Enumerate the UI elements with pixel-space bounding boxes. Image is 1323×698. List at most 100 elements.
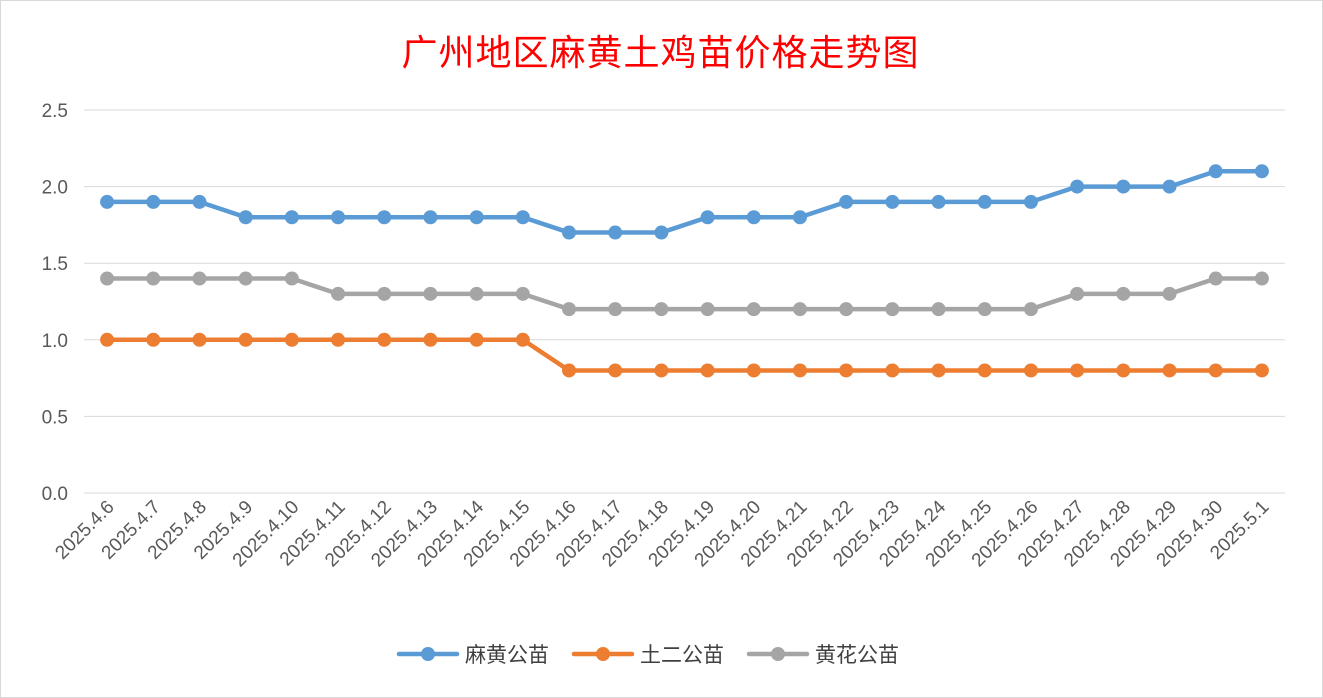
y-tick-label: 0.0: [42, 484, 68, 505]
data-point: [423, 332, 438, 347]
data-point: [238, 271, 253, 286]
y-tick-label: 1.5: [42, 254, 68, 275]
data-point: [839, 363, 854, 378]
data-point: [515, 286, 530, 301]
data-point: [885, 194, 900, 209]
legend-label: 黄花公苗: [815, 643, 899, 667]
data-point: [1162, 286, 1177, 301]
data-point: [100, 194, 115, 209]
data-point: [792, 302, 807, 317]
data-point: [146, 332, 161, 347]
data-point: [562, 225, 577, 240]
data-point: [1116, 363, 1131, 378]
data-point: [562, 302, 577, 317]
data-point: [839, 194, 854, 209]
data-point: [1254, 271, 1269, 286]
series-line: [104, 169, 1265, 235]
data-point: [654, 302, 669, 317]
legend-item: 土二公苗: [571, 643, 724, 667]
data-point: [469, 286, 484, 301]
data-point: [423, 286, 438, 301]
data-point: [654, 225, 669, 240]
data-point: [885, 363, 900, 378]
legend-swatch-marker: [771, 647, 785, 661]
legend: 麻黄公苗 土二公苗 黄花公苗: [396, 643, 899, 667]
data-point: [608, 302, 623, 317]
data-point: [423, 210, 438, 225]
data-point: [931, 302, 946, 317]
data-point: [100, 271, 115, 286]
data-point: [238, 332, 253, 347]
y-tick-label: 2.0: [42, 178, 68, 199]
data-point: [700, 302, 715, 317]
y-axis-ticks: 0.0 0.5 1.0 1.5 2.0 2.5: [42, 101, 68, 505]
data-point: [1116, 179, 1131, 194]
chart-title: 广州地区麻黄土鸡苗价格走势图: [401, 33, 920, 74]
data-point: [1208, 363, 1223, 378]
data-point: [1023, 363, 1038, 378]
data-point: [977, 363, 992, 378]
data-point: [192, 194, 207, 209]
data-point: [977, 194, 992, 209]
data-point: [192, 332, 207, 347]
data-point: [1254, 363, 1269, 378]
legend-item: 麻黄公苗: [396, 643, 549, 667]
data-point: [1070, 179, 1085, 194]
data-point: [1254, 164, 1269, 179]
data-point: [331, 286, 346, 301]
legend-label: 土二公苗: [640, 643, 724, 667]
y-tick-label: 2.5: [42, 101, 68, 122]
data-point: [146, 194, 161, 209]
data-point: [1162, 179, 1177, 194]
series-line: [104, 276, 1265, 312]
data-point: [608, 225, 623, 240]
y-tick-label: 0.5: [42, 407, 68, 428]
data-point: [377, 332, 392, 347]
data-point: [146, 271, 161, 286]
legend-swatch-marker: [421, 647, 435, 661]
series-layer: [100, 164, 1269, 378]
data-point: [931, 363, 946, 378]
data-point: [700, 210, 715, 225]
series-1: [100, 164, 1269, 240]
grid-lines: [84, 109, 1285, 494]
series-3: [100, 271, 1269, 317]
data-point: [1208, 164, 1223, 179]
data-point: [839, 302, 854, 317]
data-point: [284, 332, 299, 347]
data-point: [1162, 363, 1177, 378]
data-point: [377, 210, 392, 225]
data-point: [1116, 286, 1131, 301]
series-2: [100, 332, 1269, 378]
data-point: [746, 302, 761, 317]
data-point: [331, 210, 346, 225]
legend-item: 黄花公苗: [746, 643, 899, 667]
data-point: [238, 210, 253, 225]
data-point: [515, 210, 530, 225]
data-point: [377, 286, 392, 301]
data-point: [331, 332, 346, 347]
data-point: [284, 271, 299, 286]
series-line: [104, 337, 1265, 373]
data-point: [792, 210, 807, 225]
data-point: [469, 210, 484, 225]
data-point: [1023, 194, 1038, 209]
data-point: [192, 271, 207, 286]
data-point: [977, 302, 992, 317]
data-point: [515, 332, 530, 347]
data-point: [100, 332, 115, 347]
legend-swatch-marker: [596, 647, 610, 661]
data-point: [1070, 286, 1085, 301]
data-point: [654, 363, 669, 378]
data-point: [562, 363, 577, 378]
data-point: [1070, 363, 1085, 378]
data-point: [746, 210, 761, 225]
data-point: [608, 363, 623, 378]
data-point: [931, 194, 946, 209]
x-axis-ticks: 2025.4.62025.4.72025.4.82025.4.92025.4.1…: [51, 496, 1273, 571]
data-point: [284, 210, 299, 225]
legend-label: 麻黄公苗: [465, 643, 549, 667]
data-point: [1208, 271, 1223, 286]
